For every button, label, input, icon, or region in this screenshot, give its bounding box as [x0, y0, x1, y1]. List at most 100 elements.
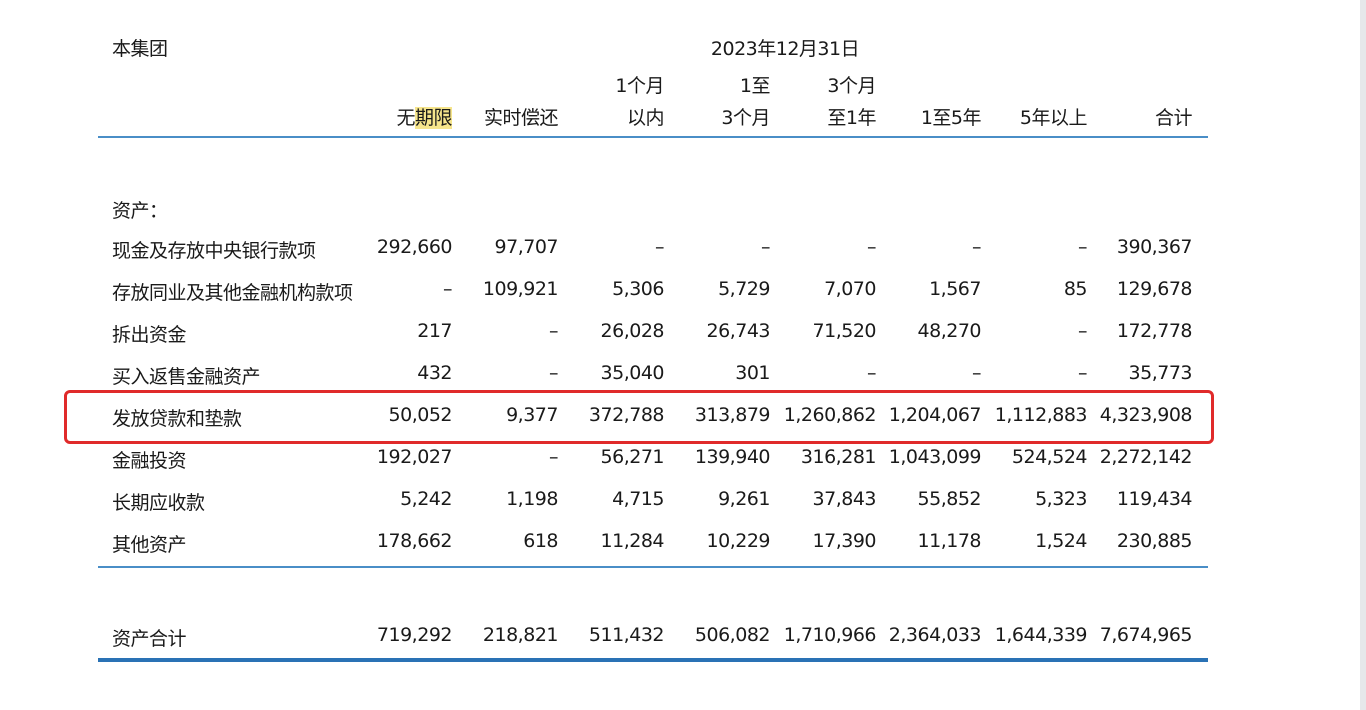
row-label: 长期应收款 — [112, 492, 205, 514]
table-cell: 35,040 — [600, 362, 665, 384]
table-cell: 217 — [417, 320, 452, 342]
table-cell: 85 — [1063, 278, 1088, 300]
table-cell: – — [443, 278, 453, 300]
col-header-1-3m-line1: 1至 — [739, 75, 771, 97]
row-label: 现金及存放中央银行款项 — [112, 240, 316, 262]
col-header-1-5y: 1至5年 — [920, 107, 982, 129]
total-cell: 1,644,339 — [994, 624, 1088, 646]
table-cell: – — [655, 236, 665, 258]
table-cell: 618 — [523, 530, 558, 552]
section-label: 资产： — [112, 200, 168, 222]
row-label: 其他资产 — [112, 534, 187, 556]
table-cell: 1,204,067 — [888, 404, 982, 426]
col-header-on-demand: 实时偿还 — [483, 107, 559, 129]
table-cell: 35,773 — [1128, 362, 1193, 384]
table-cell: 178,662 — [376, 530, 453, 552]
row-label: 拆出资金 — [112, 324, 187, 346]
table-cell: 230,885 — [1116, 530, 1193, 552]
table-cell: 71,520 — [812, 320, 877, 342]
total-cell: 2,364,033 — [888, 624, 982, 646]
table-cell: – — [867, 362, 877, 384]
table-cell: 109,921 — [482, 278, 559, 300]
col-header-3m-1y-line1: 3个月 — [827, 75, 876, 97]
table-cell: 1,567 — [929, 278, 981, 300]
table-cell: 390,367 — [1116, 236, 1193, 258]
table-cell: 1,260,862 — [783, 404, 877, 426]
subtotal-rule — [98, 566, 1208, 568]
total-cell: 1,710,966 — [783, 624, 877, 646]
bottom-rule — [98, 658, 1208, 662]
table-cell: 10,229 — [706, 530, 771, 552]
total-cell: 506,082 — [694, 624, 771, 646]
table-cell: – — [761, 236, 771, 258]
highlight-box — [64, 390, 1214, 444]
table-cell: 313,879 — [694, 404, 771, 426]
table-cell: 11,284 — [600, 530, 665, 552]
company-label: 本集团 — [112, 38, 168, 60]
table-cell: 17,390 — [812, 530, 877, 552]
table-cell: 1,043,099 — [888, 446, 982, 468]
total-label: 资产合计 — [112, 628, 187, 650]
col-header-1m-line1: 1个月 — [615, 75, 664, 97]
header-rule — [98, 136, 1208, 138]
table-cell: – — [867, 236, 877, 258]
col-header-highlight: 期限 — [414, 107, 453, 129]
total-cell: 511,432 — [588, 624, 665, 646]
table-cell: 7,070 — [824, 278, 876, 300]
total-cell: 7,674,965 — [1099, 624, 1193, 646]
table-cell: 119,434 — [1116, 488, 1193, 510]
table-cell: 5,306 — [612, 278, 664, 300]
table-cell: 1,198 — [506, 488, 558, 510]
table-cell: 37,843 — [812, 488, 877, 510]
table-cell: 524,524 — [1011, 446, 1088, 468]
table-cell: 4,323,908 — [1099, 404, 1193, 426]
col-header-no-term: 无期限 — [396, 107, 453, 129]
table-cell: 56,271 — [600, 446, 665, 468]
table-cell: 4,715 — [612, 488, 664, 510]
table-cell: 26,028 — [600, 320, 665, 342]
table-cell: 139,940 — [694, 446, 771, 468]
table-cell: – — [549, 320, 559, 342]
table-cell: – — [1078, 362, 1088, 384]
col-header-total: 合计 — [1154, 107, 1193, 129]
row-label: 存放同业及其他金融机构款项 — [112, 282, 353, 304]
table-cell: – — [1078, 320, 1088, 342]
table-cell: 5,729 — [718, 278, 770, 300]
table-cell: 1,112,883 — [994, 404, 1088, 426]
col-header-1-3m-line2: 3个月 — [721, 107, 770, 129]
table-cell: 292,660 — [376, 236, 453, 258]
table-cell: 129,678 — [1116, 278, 1193, 300]
total-cell: 218,821 — [482, 624, 559, 646]
table-cell: – — [972, 236, 982, 258]
table-cell: 2,272,142 — [1099, 446, 1193, 468]
table-cell: 26,743 — [706, 320, 771, 342]
row-label: 发放贷款和垫款 — [112, 408, 242, 430]
table-cell: – — [972, 362, 982, 384]
table-cell: 50,052 — [388, 404, 453, 426]
col-header-1m-line2: 以内 — [626, 107, 665, 129]
col-header-3m-1y-line2: 至1年 — [827, 107, 876, 129]
table-cell: – — [549, 362, 559, 384]
table-cell: 11,178 — [917, 530, 982, 552]
table-cell: 372,788 — [588, 404, 665, 426]
table-cell: 432 — [417, 362, 452, 384]
table-cell: – — [1078, 236, 1088, 258]
page-edge — [1360, 0, 1366, 710]
total-cell: 719,292 — [376, 624, 453, 646]
table-cell: 192,027 — [376, 446, 453, 468]
row-label: 买入返售金融资产 — [112, 366, 261, 388]
table-cell: 301 — [735, 362, 770, 384]
table-cell: 172,778 — [1116, 320, 1193, 342]
table-cell: 9,377 — [506, 404, 558, 426]
table-cell: 9,261 — [718, 488, 770, 510]
table-cell: 55,852 — [917, 488, 982, 510]
period-header: 2023年12月31日 — [710, 38, 860, 60]
table-cell: 5,323 — [1035, 488, 1087, 510]
table-cell: 5,242 — [400, 488, 452, 510]
table-cell: 97,707 — [494, 236, 559, 258]
table-cell: 1,524 — [1035, 530, 1087, 552]
table-cell: 316,281 — [800, 446, 877, 468]
table-cell: – — [549, 446, 559, 468]
table-cell: 48,270 — [917, 320, 982, 342]
